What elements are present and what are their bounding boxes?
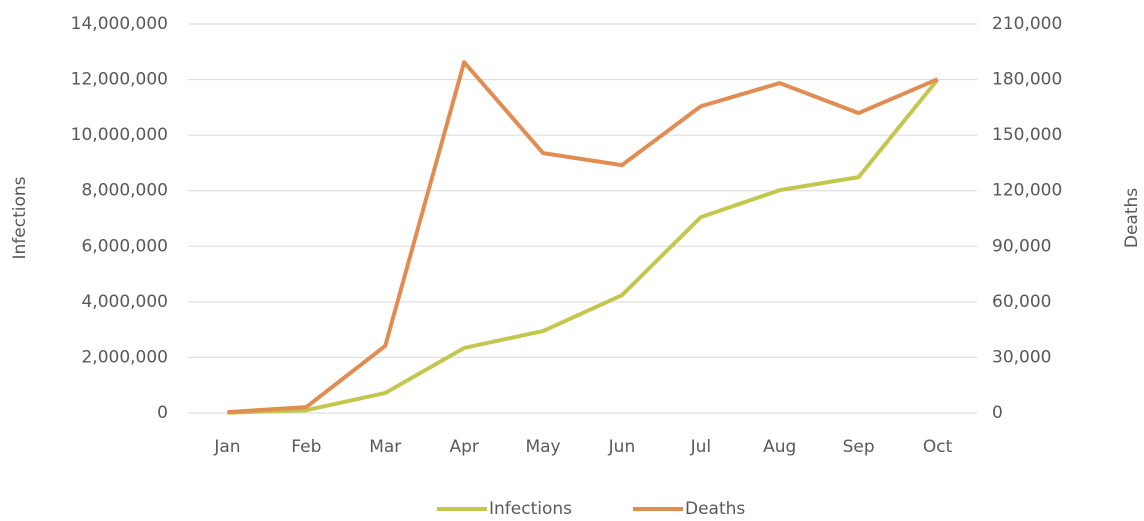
- x-tick-label: Aug: [763, 437, 796, 457]
- x-tick-label: Jul: [690, 437, 712, 457]
- x-tick-label: Feb: [291, 437, 321, 457]
- y2-tick-label: 90,000: [992, 236, 1051, 256]
- x-tick-label: May: [525, 437, 560, 457]
- y-tick-label: 14,000,000: [71, 14, 168, 34]
- y-tick-label: 6,000,000: [81, 236, 168, 256]
- y2-tick-label: 120,000: [992, 181, 1062, 201]
- y2-tick-label: 30,000: [992, 347, 1051, 367]
- x-tick-label: Apr: [449, 437, 478, 457]
- y2-tick-label: 0: [992, 403, 1003, 423]
- y-tick-label: 10,000,000: [71, 125, 168, 145]
- y-tick-label: 2,000,000: [81, 347, 168, 367]
- series-line: [227, 60, 939, 415]
- y-tick-label: 8,000,000: [81, 181, 168, 201]
- x-tick-label: Oct: [923, 437, 953, 457]
- y-axis-title: Infections: [10, 176, 30, 259]
- y-tick-label: 12,000,000: [71, 70, 168, 90]
- y2-tick-label: 150,000: [992, 125, 1062, 145]
- y2-axis-title: Deaths: [1122, 188, 1142, 248]
- x-tick-label: Sep: [843, 437, 875, 457]
- y2-tick-label: 210,000: [992, 14, 1062, 34]
- x-tick-label: Mar: [369, 437, 401, 457]
- legend-label: Infections: [489, 499, 572, 519]
- y2-tick-label: 180,000: [992, 70, 1062, 90]
- y2-tick-label: 60,000: [992, 292, 1051, 312]
- legend-label: Deaths: [685, 499, 745, 519]
- x-tick-label: Jun: [608, 437, 636, 457]
- y-tick-label: 0: [157, 403, 168, 423]
- x-tick-label: Jan: [213, 437, 240, 457]
- y-tick-label: 4,000,000: [81, 292, 168, 312]
- series-line: [227, 78, 940, 415]
